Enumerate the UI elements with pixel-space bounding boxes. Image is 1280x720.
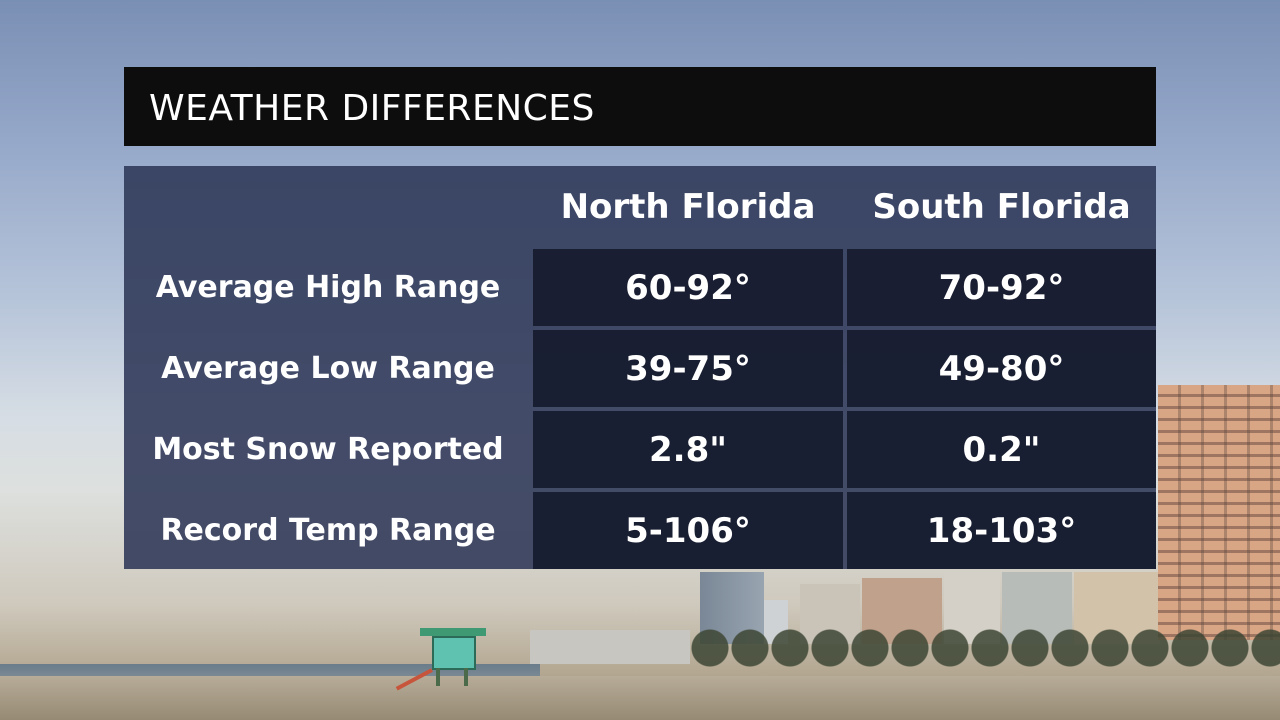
- table-cell: 5-106°: [533, 492, 843, 569]
- distant-buildings: [530, 630, 690, 664]
- table-cell: 2.8": [533, 411, 843, 488]
- table-cell: 60-92°: [533, 249, 843, 326]
- table-cell: 49-80°: [847, 330, 1156, 407]
- title-bar: WEATHER DIFFERENCES: [124, 67, 1156, 146]
- table-cell: 70-92°: [847, 249, 1156, 326]
- row-label-average-high-range: Average High Range: [155, 270, 501, 305]
- palm-trees: [690, 628, 1280, 668]
- row-label-record-temp-range: Record Temp Range: [160, 513, 496, 548]
- table-cell: 0.2": [847, 411, 1156, 488]
- hotel-tower: [1158, 385, 1280, 640]
- sand-beach: [0, 676, 1280, 720]
- table-cell: 18-103°: [847, 492, 1156, 569]
- table-cell: 39-75°: [533, 330, 843, 407]
- row-label-average-low-range: Average Low Range: [161, 351, 495, 386]
- row-label-most-snow-reported: Most Snow Reported: [152, 432, 504, 467]
- column-header-north-florida: North Florida: [560, 187, 816, 227]
- column-header-south-florida: South Florida: [872, 187, 1131, 227]
- page-title: WEATHER DIFFERENCES: [149, 88, 595, 129]
- lifeguard-stand: [395, 628, 486, 691]
